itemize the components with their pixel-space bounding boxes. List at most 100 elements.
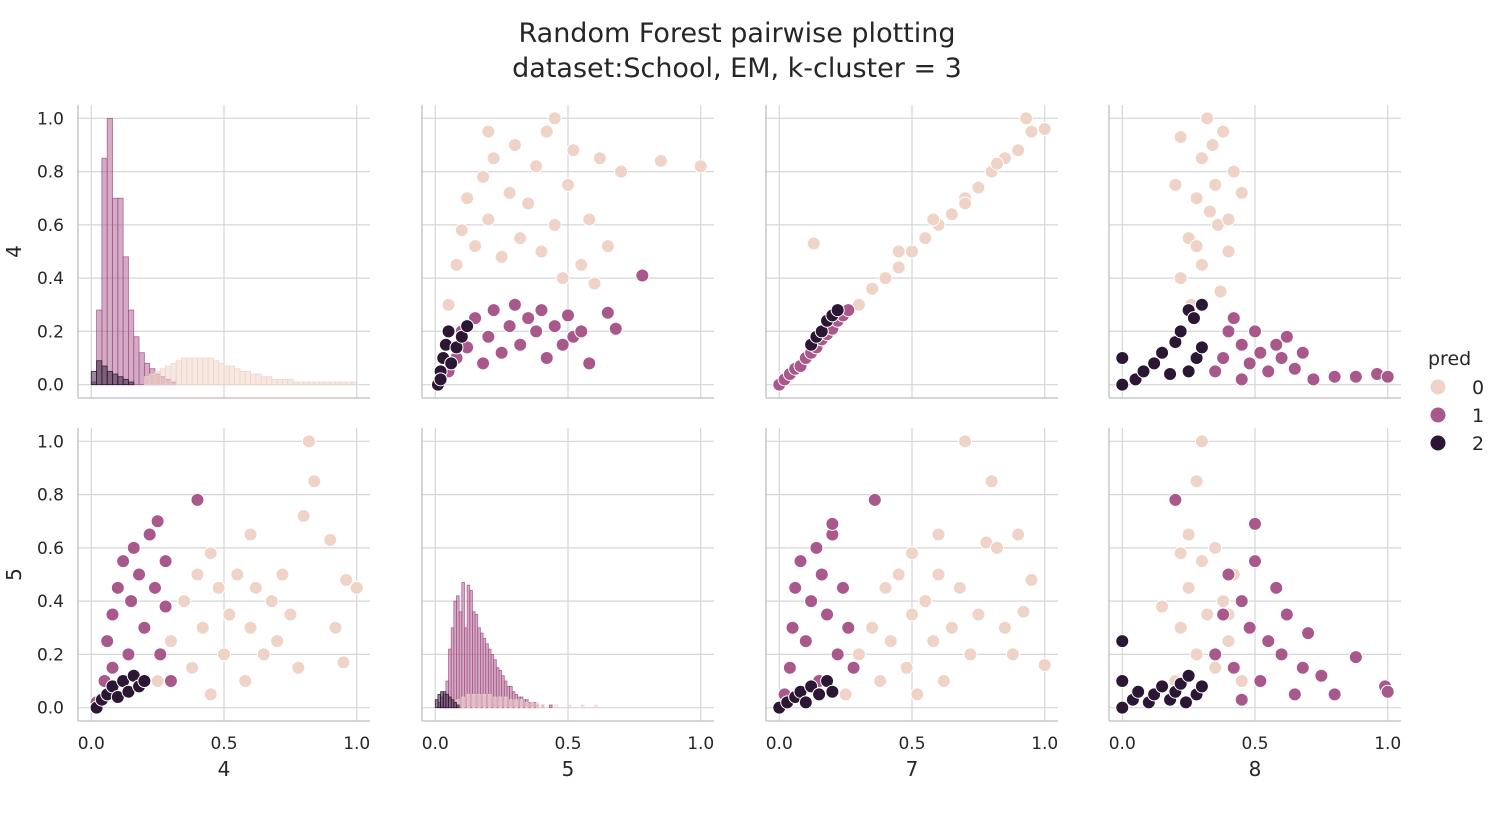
scatter-point-pred-0 bbox=[203, 546, 218, 561]
chart-title-line1: Random Forest pairwise plotting bbox=[518, 18, 955, 49]
hist-bar-pred-0 bbox=[260, 376, 267, 386]
scatter-point-pred-1 bbox=[1234, 372, 1249, 387]
y-tick-label: 1.0 bbox=[37, 109, 64, 129]
scatter-point-pred-1 bbox=[116, 554, 131, 569]
scatter-point-pred-1 bbox=[798, 634, 813, 649]
scatter-point-pred-2 bbox=[137, 674, 152, 689]
hist-bar-pred-0 bbox=[594, 704, 598, 709]
scatter-point-pred-0 bbox=[248, 580, 263, 595]
y-tick-label: 0.8 bbox=[37, 486, 64, 506]
scatter-point-pred-0 bbox=[217, 647, 231, 662]
panel-1-2: 0.0 0.5 1.0 bbox=[765, 428, 1058, 754]
scatter-point-pred-1 bbox=[1234, 337, 1249, 352]
scatter-point-pred-1 bbox=[1287, 687, 1302, 702]
hist-bar-pred-0 bbox=[207, 357, 214, 386]
y-tick-label: 1.0 bbox=[37, 432, 64, 452]
legend-label-0: 0 bbox=[1472, 377, 1484, 399]
panel-1-1: 0.0 0.5 1.0 bbox=[421, 428, 714, 754]
scatter-point-pred-0 bbox=[547, 111, 562, 126]
scatter-point-pred-1 bbox=[521, 311, 536, 326]
x-tick-label: 0.0 bbox=[766, 734, 793, 754]
hist-bar-pred-0 bbox=[482, 693, 487, 709]
scatter-point-pred-0 bbox=[1037, 658, 1052, 673]
hist-bar-pred-1 bbox=[106, 117, 113, 386]
scatter-point-pred-0 bbox=[270, 634, 285, 649]
panel-grid: 0.00.20.40.60.81.00.00.20.40.60.81.00.0 0… bbox=[2, 105, 1401, 781]
scatter-point-pred-0 bbox=[529, 159, 544, 174]
scatter-point-pred-0 bbox=[592, 151, 607, 166]
hist-bar-pred-2 bbox=[112, 373, 119, 386]
scatter-point-pred-0 bbox=[865, 620, 880, 635]
legend-marker-2 bbox=[1429, 434, 1447, 452]
hist-bar-pred-0 bbox=[351, 381, 358, 386]
scatter-point-pred-0 bbox=[238, 674, 253, 689]
scatter-point-pred-0 bbox=[1037, 121, 1052, 136]
scatter-point-pred-0 bbox=[989, 540, 1004, 555]
scatter-point-pred-0 bbox=[926, 212, 941, 227]
scatter-point-pred-0 bbox=[454, 223, 469, 238]
scatter-point-pred-1 bbox=[1269, 337, 1284, 352]
y-axis-label-4: 4 bbox=[2, 245, 26, 258]
scatter-point-pred-0 bbox=[653, 153, 668, 168]
scatter-point-pred-0 bbox=[899, 660, 914, 675]
hist-bar-pred-0 bbox=[335, 381, 342, 386]
scatter-point-pred-0 bbox=[958, 196, 973, 211]
x-tick-label: 1.0 bbox=[1374, 734, 1401, 754]
scatter-point-pred-0 bbox=[1216, 594, 1231, 609]
scatter-point-pred-1 bbox=[1242, 620, 1257, 635]
scatter-point-pred-1 bbox=[1327, 687, 1342, 702]
scatter-point-pred-0 bbox=[494, 249, 509, 264]
scatter-point-pred-0 bbox=[534, 244, 549, 259]
scatter-point-pred-0 bbox=[256, 647, 271, 662]
scatter-point-pred-1 bbox=[163, 674, 178, 689]
scatter-point-pred-1 bbox=[1221, 567, 1236, 582]
scatter-point-pred-1 bbox=[100, 634, 115, 649]
scatter-point-pred-2 bbox=[798, 695, 813, 710]
hist-bar-pred-0 bbox=[149, 373, 156, 386]
scatter-point-pred-0 bbox=[971, 607, 986, 622]
scatter-point-pred-0 bbox=[1019, 111, 1034, 126]
scatter-point-pred-0 bbox=[1189, 239, 1204, 254]
scatter-point-pred-0 bbox=[1194, 257, 1209, 272]
scatter-point-pred-0 bbox=[931, 567, 946, 582]
hist-bar-pred-0 bbox=[212, 360, 220, 386]
scatter-point-pred-0 bbox=[878, 271, 893, 286]
x-tick-label: 0.5 bbox=[554, 734, 581, 754]
scatter-point-pred-0 bbox=[521, 196, 536, 211]
scatter-point-pred-0 bbox=[1234, 674, 1249, 689]
scatter-point-pred-0 bbox=[336, 655, 351, 670]
scatter-point-pred-0 bbox=[230, 567, 245, 582]
scatter-point-pred-1 bbox=[147, 580, 162, 595]
scatter-point-pred-0 bbox=[600, 239, 615, 254]
hist-bar-pred-0 bbox=[477, 693, 481, 709]
y-tick-label: 0.4 bbox=[37, 269, 64, 289]
scatter-point-pred-1 bbox=[1301, 626, 1316, 641]
scatter-point-pred-0 bbox=[582, 212, 597, 227]
hist-bar-pred-0 bbox=[466, 693, 471, 709]
hist-bar-pred-0 bbox=[292, 381, 299, 386]
hist-bar-pred-2 bbox=[128, 381, 135, 386]
scatter-point-pred-1 bbox=[1348, 650, 1363, 665]
scatter-point-pred-1 bbox=[835, 580, 850, 595]
legend: pred 0 1 2 bbox=[1428, 348, 1484, 455]
scatter-point-pred-1 bbox=[1234, 692, 1249, 707]
hist-bar-pred-0 bbox=[541, 704, 545, 709]
hist-bar-pred-0 bbox=[519, 699, 524, 709]
hist-bar-pred-0 bbox=[197, 357, 204, 386]
scatter-point-pred-0 bbox=[486, 151, 501, 166]
scatter-point-pred-1 bbox=[1380, 684, 1395, 699]
hist-bar-pred-0 bbox=[276, 378, 283, 386]
hist-bar-pred-1 bbox=[112, 197, 119, 386]
hist-bar-pred-1 bbox=[128, 309, 135, 386]
scatter-point-pred-0 bbox=[1005, 647, 1020, 662]
scatter-point-pred-2 bbox=[444, 356, 459, 371]
scatter-point-pred-2 bbox=[1194, 297, 1209, 312]
scatter-point-pred-0 bbox=[944, 620, 959, 635]
scatter-point-pred-0 bbox=[806, 236, 821, 251]
scatter-point-pred-0 bbox=[1205, 137, 1220, 152]
scatter-point-pred-0 bbox=[1221, 212, 1236, 227]
scatter-point-pred-0 bbox=[878, 580, 893, 595]
scatter-point-pred-0 bbox=[905, 607, 919, 622]
scatter-point-pred-2 bbox=[460, 319, 475, 334]
scatter-point-pred-2 bbox=[1136, 364, 1151, 379]
